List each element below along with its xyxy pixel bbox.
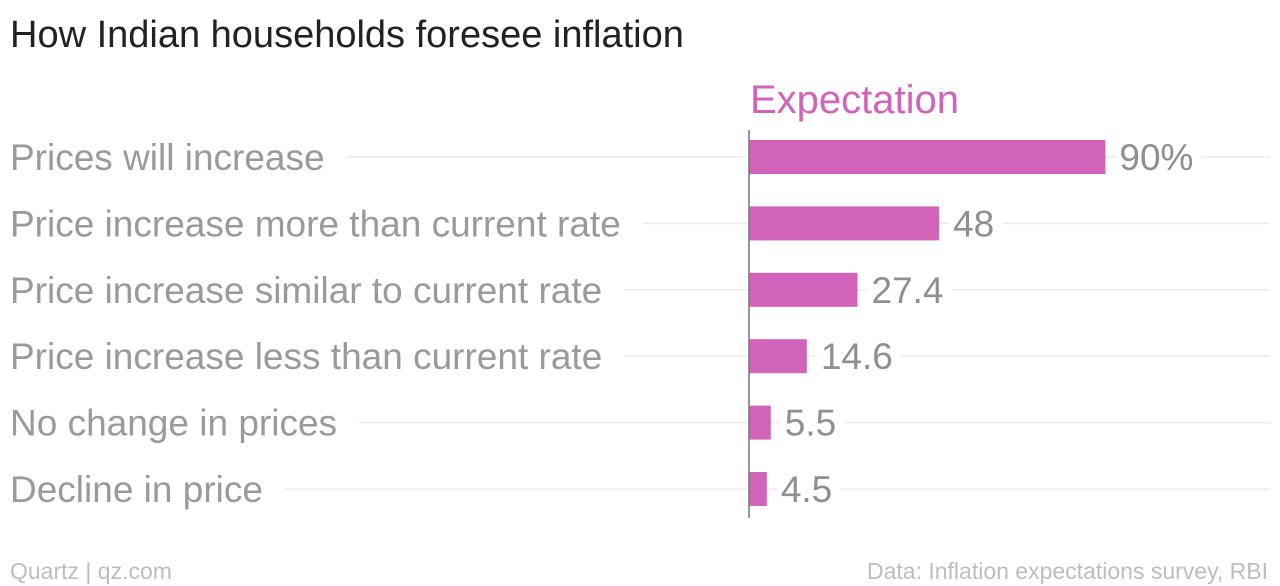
bar (749, 272, 858, 307)
chart-title: How Indian households foresee inflation (10, 14, 684, 56)
category-label: No change in prices (10, 403, 337, 444)
footer-data-credit: Data: Inflation expectations survey, RBI (867, 558, 1268, 584)
value-label: 4.5 (781, 469, 832, 510)
value-label-backdrop (780, 418, 845, 427)
value-label-backdrop (867, 285, 952, 294)
category-label: Price increase more than current rate (10, 203, 621, 244)
category-labels: Prices will increase Price increase more … (10, 137, 621, 510)
value-label-backdrop (949, 219, 1003, 228)
category-label: Prices will increase (10, 137, 325, 178)
category-label: Decline in price (10, 469, 263, 510)
series-label: Expectation (750, 78, 959, 122)
value-label-backdrop (776, 485, 841, 493)
bars (749, 140, 1106, 506)
bar (749, 405, 771, 440)
value-label: 90% (1119, 137, 1193, 178)
bar (749, 206, 940, 241)
value-label: 5.5 (785, 403, 836, 444)
bar (749, 472, 767, 506)
value-label-backdrop (816, 352, 901, 361)
category-label: Price increase similar to current rate (10, 270, 602, 311)
value-label: 48 (953, 203, 994, 244)
category-label: Price increase less than current rate (10, 336, 602, 377)
bar (749, 140, 1106, 174)
value-label: 14.6 (821, 336, 893, 377)
bar (749, 339, 807, 374)
footer-source-brand: Quartz | qz.com (10, 558, 172, 584)
value-label-backdrop (1115, 153, 1202, 161)
value-label: 27.4 (872, 270, 944, 311)
